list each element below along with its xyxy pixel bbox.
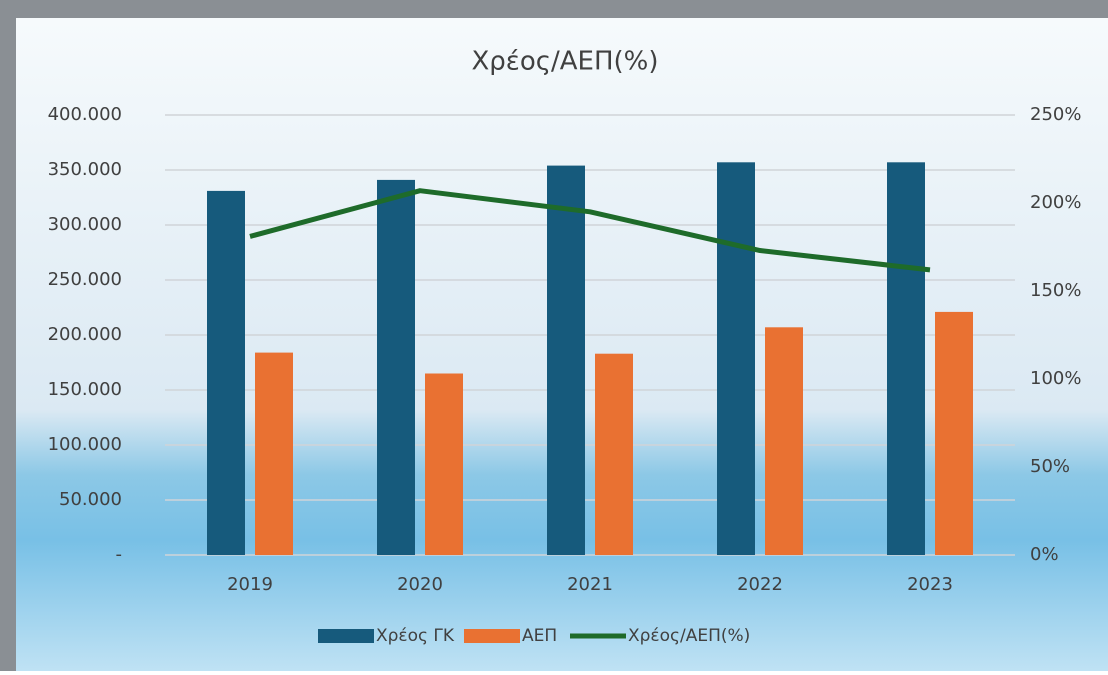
y-tick-label: 200.000 — [48, 324, 122, 345]
y-tick-label: 150.000 — [48, 379, 122, 400]
x-tick-label: 2021 — [567, 574, 613, 595]
y2-tick-label: 100% — [1030, 368, 1081, 389]
legend-label: Χρέος ΓΚ — [376, 626, 455, 646]
bar — [255, 352, 293, 555]
x-tick-label: 2020 — [397, 574, 443, 595]
y2-tick-label: 250% — [1030, 104, 1081, 125]
bar — [765, 327, 803, 555]
x-tick-label: 2022 — [737, 574, 783, 595]
y-tick-label: 250.000 — [48, 269, 122, 290]
y2-tick-label: 150% — [1030, 280, 1081, 301]
y-tick-label: 300.000 — [48, 214, 122, 235]
bar — [207, 190, 245, 555]
y-tick-label: 50.000 — [59, 489, 122, 510]
legend-swatch — [318, 629, 374, 643]
bar — [935, 311, 973, 555]
y2-tick-label: 200% — [1030, 192, 1081, 213]
y-tick-label: 100.000 — [48, 434, 122, 455]
y2-tick-label: 50% — [1030, 456, 1070, 477]
bar — [887, 162, 925, 556]
bar — [377, 179, 415, 555]
bar — [717, 162, 755, 556]
bar — [547, 165, 585, 555]
y2-tick-label: 0% — [1030, 544, 1059, 565]
legend-swatch — [464, 629, 520, 643]
legend-label: ΑΕΠ — [522, 626, 557, 646]
y-tick-label: 400.000 — [48, 104, 122, 125]
bar — [425, 373, 463, 555]
x-tick-label: 2019 — [227, 574, 273, 595]
line-series — [249, 188, 931, 273]
y-tick-label: - — [116, 544, 123, 565]
bar — [595, 353, 633, 555]
x-tick-label: 2023 — [907, 574, 953, 595]
chart-title: Χρέος/ΑΕΠ(%) — [471, 47, 658, 77]
y-tick-label: 350.000 — [48, 159, 122, 180]
legend-label: Χρέος/ΑΕΠ(%) — [628, 626, 750, 646]
